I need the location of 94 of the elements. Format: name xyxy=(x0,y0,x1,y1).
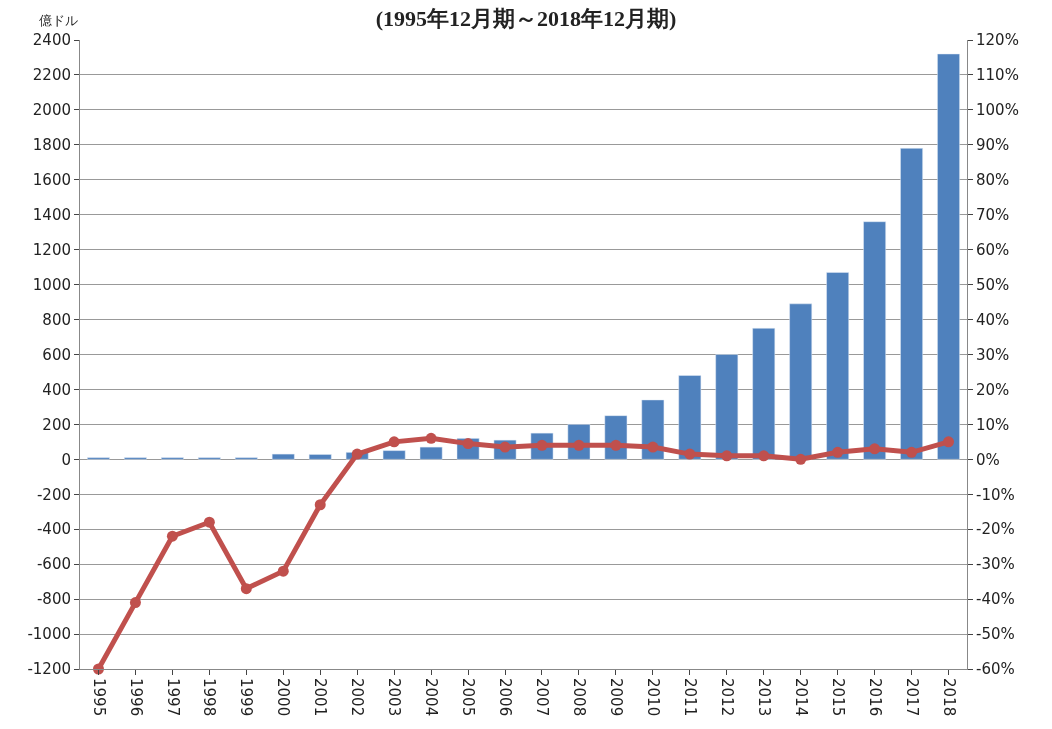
bar xyxy=(900,148,923,460)
y2-tick-label: 120% xyxy=(976,31,1019,50)
y-tick-label: -1000 xyxy=(27,625,71,644)
x-tick-label: 1999 xyxy=(237,678,256,717)
bar xyxy=(715,354,739,460)
y-tick-label: 200 xyxy=(42,415,71,434)
x-tick-label: 2006 xyxy=(496,678,515,717)
y2-tick-label: 80% xyxy=(976,171,1010,190)
point xyxy=(647,441,659,453)
point xyxy=(943,436,955,448)
point xyxy=(425,432,437,444)
x-tick-label: 2009 xyxy=(607,678,626,717)
bar xyxy=(937,53,960,460)
y2-tick-label: 90% xyxy=(976,136,1010,155)
y-tick-label: -400 xyxy=(36,520,71,539)
x-tick-label: 2016 xyxy=(865,678,884,717)
y2-tick-label: 100% xyxy=(976,101,1019,120)
x-tick-label: 2003 xyxy=(385,678,404,717)
y-tick-label: 0 xyxy=(61,450,71,469)
point xyxy=(203,516,215,528)
point xyxy=(684,448,696,460)
y-tick-label: -600 xyxy=(36,555,71,574)
y2-tick-label: 50% xyxy=(976,275,1010,294)
y-tick-label: 800 xyxy=(42,310,71,329)
y2-tick-label: 10% xyxy=(976,415,1010,434)
y-tick-label: 2200 xyxy=(32,66,71,85)
point xyxy=(721,450,733,462)
y-tick-label: 1600 xyxy=(32,171,71,190)
x-tick-label: 2008 xyxy=(570,678,589,717)
chart-title: (1995年12月期～2018年12月期) xyxy=(375,6,677,32)
y2-tick-label: 110% xyxy=(976,66,1019,85)
x-tick-label: 2018 xyxy=(939,678,958,717)
point xyxy=(129,597,141,609)
bar xyxy=(308,454,332,460)
y-tick-label: -1200 xyxy=(27,660,71,679)
y-axis-title: 億ドル xyxy=(39,13,78,28)
point xyxy=(351,448,363,460)
y2-tick-label: 60% xyxy=(976,240,1010,259)
point xyxy=(610,439,622,451)
x-tick-label: 1995 xyxy=(89,678,108,717)
x-tick-label: 2014 xyxy=(791,678,810,717)
y2-tick-label: 40% xyxy=(976,310,1010,329)
y-tick-label: 1000 xyxy=(32,275,71,294)
bar xyxy=(752,328,776,460)
y-tick-label: 1800 xyxy=(32,136,71,155)
point xyxy=(314,499,326,511)
x-tick-label: 2004 xyxy=(422,678,441,717)
y-tick-label: 400 xyxy=(42,380,71,399)
y2-tick-label: -40% xyxy=(976,590,1015,609)
point xyxy=(869,443,881,455)
x-tick-label: 2013 xyxy=(754,678,773,717)
y2-tick-label: 20% xyxy=(976,380,1010,399)
y2-tick-label: -30% xyxy=(976,555,1015,574)
point xyxy=(277,565,289,577)
y2-tick-label: -60% xyxy=(976,660,1015,679)
point xyxy=(832,446,844,458)
y-tick-label: 1200 xyxy=(32,240,71,259)
y2-tick-label: 30% xyxy=(976,345,1010,364)
y2-tick-label: 0% xyxy=(976,450,1000,469)
point xyxy=(795,453,807,465)
x-tick-label: 2015 xyxy=(828,678,847,717)
y-tick-label: 1400 xyxy=(32,205,71,224)
point xyxy=(388,436,400,448)
x-tick-label: 2002 xyxy=(348,678,367,717)
point xyxy=(906,446,918,458)
x-tick-label: 2005 xyxy=(459,678,478,717)
x-tick-label: 1998 xyxy=(200,678,219,717)
point xyxy=(758,450,770,462)
point xyxy=(166,530,178,542)
x-tick-label: 2011 xyxy=(680,678,699,717)
bar xyxy=(678,375,702,460)
x-tick-label: 2010 xyxy=(643,678,662,717)
point xyxy=(240,583,252,595)
y-tick-label: 2000 xyxy=(32,101,71,120)
y-tick-label: -800 xyxy=(36,590,71,609)
y2-tick-label: -50% xyxy=(976,625,1015,644)
y2-tick-label: -20% xyxy=(976,520,1015,539)
y-tick-label: 600 xyxy=(42,345,71,364)
x-tick-label: 2001 xyxy=(311,678,330,717)
bar xyxy=(382,450,406,460)
x-tick-label: 2007 xyxy=(533,678,552,717)
x-tick-label: 2000 xyxy=(274,678,293,717)
x-tick-label: 1996 xyxy=(126,678,145,717)
y-tick-label: -200 xyxy=(36,485,71,504)
x-tick-label: 1997 xyxy=(163,678,182,717)
bar xyxy=(826,272,849,460)
bar xyxy=(419,446,443,460)
y2-tick-label: -10% xyxy=(976,485,1015,504)
y2-tick-label: 70% xyxy=(976,205,1010,224)
bar xyxy=(863,221,886,460)
x-tick-label: 2017 xyxy=(902,678,921,717)
y-tick-label: 2400 xyxy=(32,31,71,50)
bar xyxy=(271,453,295,460)
x-tick-label: 2012 xyxy=(717,678,736,717)
